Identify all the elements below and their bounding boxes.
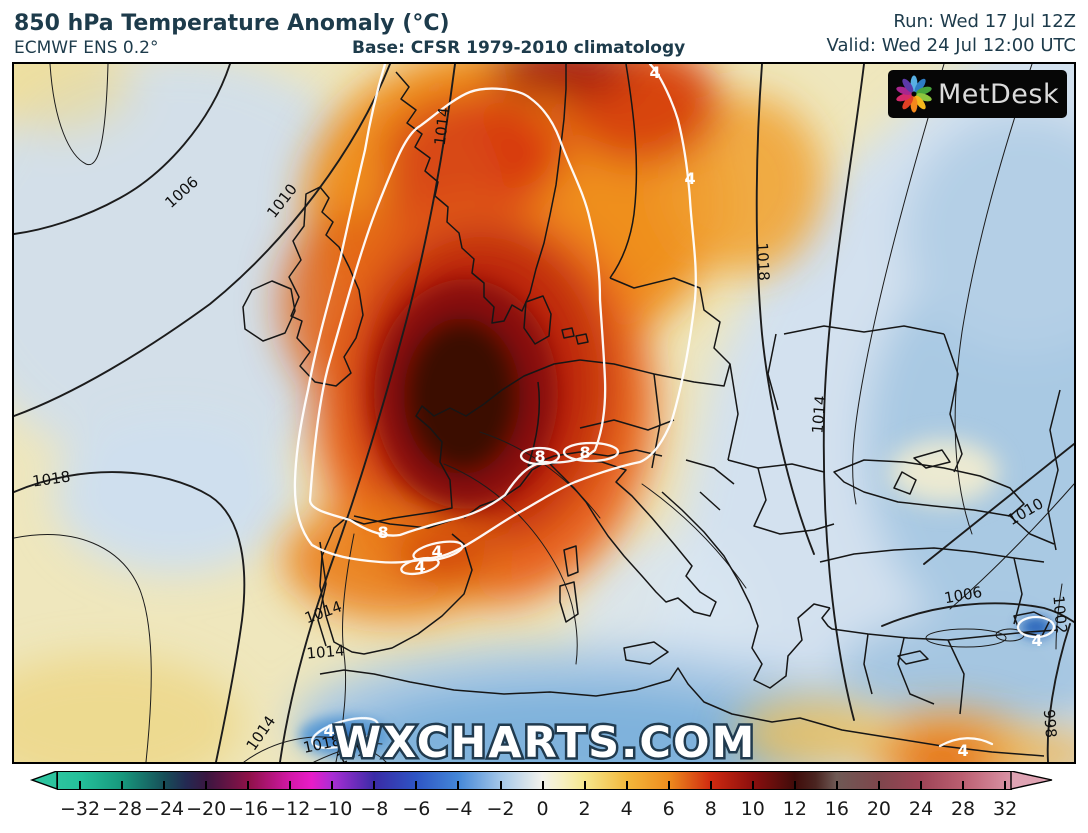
colorbar-tick-label: −8 bbox=[360, 798, 389, 820]
colorbar-tick bbox=[625, 781, 628, 789]
colorbar-tick-label: −4 bbox=[444, 798, 473, 820]
colorbar-tick bbox=[1004, 781, 1007, 789]
anomaly-label: 4 bbox=[684, 169, 695, 188]
colorbar-arrows bbox=[29, 771, 1053, 790]
colorbar-tick-label: 10 bbox=[740, 798, 765, 820]
colorbar-tick-label: 16 bbox=[824, 798, 849, 820]
colorbar-tick bbox=[920, 781, 922, 789]
run-time-label: Run: Wed 17 Jul 12Z bbox=[893, 11, 1076, 32]
colorbar-tick bbox=[205, 781, 208, 789]
anomaly-label: 8 bbox=[377, 523, 388, 542]
colorbar-tick bbox=[499, 781, 502, 789]
colorbar: −32 −28 −24 −20 −16 −12 −10 −8 −6 −4 −2 0 2 4 6 8 10 12 16… bbox=[0, 766, 1088, 833]
colorbar-tick-label: −24 bbox=[144, 798, 185, 820]
colorbar-tick-label: −28 bbox=[101, 798, 143, 820]
isobar-label: 1002 bbox=[1049, 595, 1070, 635]
country-borders bbox=[242, 64, 1061, 757]
anomaly-label: 4 bbox=[431, 542, 442, 561]
colorbar-tick bbox=[877, 781, 880, 789]
isobar-label: 1018 bbox=[753, 242, 773, 281]
page-title: 850 hPa Temperature Anomaly (°C) bbox=[14, 11, 450, 36]
colorbar-tick bbox=[583, 781, 586, 789]
metdesk-logo-text: MetDesk bbox=[938, 78, 1060, 110]
colorbar-tick bbox=[793, 781, 796, 789]
heat-core bbox=[374, 279, 999, 509]
pinwheel-icon bbox=[896, 75, 932, 113]
metdesk-logo: MetDesk bbox=[888, 70, 1067, 118]
anomaly-label: 8 bbox=[579, 443, 590, 462]
anomaly-label: 4 bbox=[323, 721, 334, 740]
colorbar-tick-label: −2 bbox=[486, 798, 515, 820]
colorbar-tick-label: 2 bbox=[578, 798, 591, 820]
anomaly-label: 4 bbox=[1031, 631, 1042, 650]
warm-anomaly-region bbox=[280, 64, 1074, 762]
colorbar-tick-label: 8 bbox=[704, 798, 717, 820]
colorbar-tick bbox=[331, 781, 334, 789]
map-canvas: 1006 1010 1018 1014 1018 1014 1010 1006 1002 998 1… bbox=[12, 62, 1076, 764]
colorbar-tick bbox=[835, 781, 838, 789]
anomaly-contours-white bbox=[293, 64, 1056, 750]
isobar-label: 1014 bbox=[431, 106, 454, 146]
colorbar-tick-label: 4 bbox=[620, 798, 633, 820]
colorbar-tick-label: 6 bbox=[662, 798, 675, 820]
climatology-base-label: Base: CFSR 1979-2010 climatology bbox=[352, 38, 686, 58]
colorbar-tick-label: 24 bbox=[908, 798, 934, 820]
colorbar-tick bbox=[247, 781, 250, 789]
colorbar-tick bbox=[667, 781, 670, 789]
colorbar-tick-label: 0 bbox=[536, 798, 549, 820]
watermark: WXCHARTS.COM bbox=[334, 718, 757, 762]
isobar-label: 1018 bbox=[31, 467, 71, 490]
colorbar-tick-label: −32 bbox=[59, 798, 101, 820]
colorbar-tick bbox=[289, 781, 292, 789]
colorbar-tick bbox=[163, 781, 166, 789]
model-label: ECMWF ENS 0.2° bbox=[14, 38, 159, 58]
colorbar-tick-label: 12 bbox=[782, 798, 807, 820]
colorbar-tick bbox=[121, 781, 124, 789]
colorbar-tick-label: −20 bbox=[186, 798, 227, 820]
colorbar-tick-label: −6 bbox=[402, 798, 431, 820]
colorbar-tick-label: −10 bbox=[312, 798, 353, 820]
anomaly-label: 4 bbox=[957, 741, 968, 760]
anomaly-label: 4 bbox=[414, 557, 425, 576]
colorbar-tick bbox=[709, 781, 712, 789]
isobar-label: 1014 bbox=[808, 395, 829, 435]
colorbar-tick-label: 28 bbox=[950, 798, 976, 820]
anomaly-label: 4 bbox=[649, 64, 660, 82]
isobar-label: 1014 bbox=[306, 641, 346, 662]
colorbar-tick-label: −16 bbox=[228, 798, 269, 820]
valid-time-label: Valid: Wed 24 Jul 12:00 UTC bbox=[826, 35, 1076, 56]
colorbar-tick bbox=[962, 781, 965, 789]
colorbar-tick-label: 32 bbox=[993, 798, 1018, 820]
anomaly-label: 8 bbox=[534, 447, 545, 466]
colorbar-tick bbox=[373, 781, 376, 789]
colorbar-tick bbox=[751, 781, 754, 789]
colorbar-tick bbox=[415, 781, 418, 789]
colorbar-tick-label: 20 bbox=[866, 798, 892, 820]
colorbar-left-arrow-icon bbox=[29, 771, 58, 790]
isobar-label: 998 bbox=[1040, 709, 1060, 739]
colorbar-tick bbox=[541, 781, 544, 789]
colorbar-tick bbox=[79, 781, 81, 789]
colorbar-right-arrow-icon bbox=[1010, 771, 1053, 790]
colorbar-tick-label: −12 bbox=[270, 798, 311, 820]
colorbar-tick bbox=[457, 781, 460, 789]
